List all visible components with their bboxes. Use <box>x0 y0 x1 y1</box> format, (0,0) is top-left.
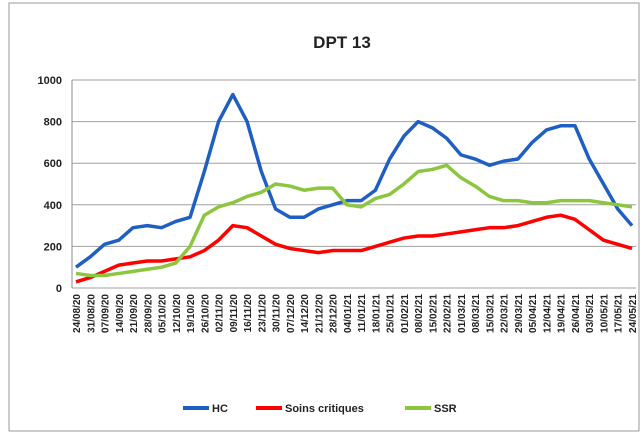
x-tick-label: 22/03/21 <box>500 294 511 333</box>
x-tick-label: 01/02/21 <box>400 294 411 333</box>
x-tick-label: 28/12/20 <box>329 294 340 333</box>
y-tick-label: 200 <box>44 241 62 253</box>
x-tick-label: 19/10/20 <box>186 294 197 333</box>
x-tick-label: 14/09/20 <box>115 294 126 333</box>
x-tick-label: 22/02/21 <box>443 294 454 333</box>
legend-label: HC <box>212 403 228 415</box>
x-tick-label: 15/03/21 <box>485 294 496 333</box>
x-tick-label: 08/02/21 <box>414 294 425 333</box>
series-line <box>75 163 633 278</box>
chart-title: DPT 13 <box>313 33 371 52</box>
x-tick-label: 26/04/21 <box>571 294 582 333</box>
x-tick-label: 09/11/20 <box>229 294 240 333</box>
x-tick-label: 24/08/20 <box>72 294 83 333</box>
x-tick-label: 11/01/21 <box>357 294 368 333</box>
x-tick-label: 16/11/20 <box>243 294 254 333</box>
x-tick-label: 12/10/20 <box>172 294 183 333</box>
x-tick-label: 23/11/20 <box>257 294 268 333</box>
chart-frame <box>8 2 640 432</box>
x-tick-label: 05/10/20 <box>158 294 169 333</box>
legend-label: Soins critiques <box>285 403 364 415</box>
x-tick-label: 24/05/21 <box>628 294 639 333</box>
x-tick-label: 21/12/20 <box>314 294 325 333</box>
y-tick-label: 400 <box>44 200 62 212</box>
series-line <box>74 92 634 269</box>
x-tick-label: 01/03/21 <box>457 294 468 333</box>
x-tick-label: 10/05/21 <box>599 294 610 333</box>
x-tick-label: 28/09/20 <box>143 294 154 333</box>
x-tick-label: 07/09/20 <box>101 294 112 333</box>
x-tick-label: 03/05/21 <box>585 294 596 333</box>
x-tick-label: 29/03/21 <box>514 294 525 333</box>
x-tick-label: 04/01/21 <box>343 294 354 333</box>
x-tick-label: 30/11/20 <box>272 294 283 333</box>
y-tick-label: 1000 <box>38 75 62 87</box>
x-tick-label: 15/02/21 <box>428 294 439 333</box>
legend-label: SSR <box>434 403 457 415</box>
x-tick-label: 19/04/21 <box>557 294 568 333</box>
x-tick-label: 18/01/21 <box>371 294 382 333</box>
y-tick-label: 600 <box>44 158 62 170</box>
x-tick-label: 31/08/20 <box>86 294 97 333</box>
x-tick-label: 21/09/20 <box>129 294 140 333</box>
x-tick-label: 05/04/21 <box>528 294 539 333</box>
x-tick-label: 08/03/21 <box>471 294 482 333</box>
x-tick-label: 12/04/21 <box>542 294 553 333</box>
series-line <box>75 213 633 284</box>
x-tick-label: 07/12/20 <box>286 294 297 333</box>
x-tick-label: 26/10/20 <box>200 294 211 333</box>
y-tick-label: 0 <box>56 283 62 295</box>
y-tick-label: 800 <box>44 117 62 129</box>
x-tick-label: 25/01/21 <box>386 294 397 333</box>
x-tick-label: 14/12/20 <box>300 294 311 333</box>
x-tick-label: 02/11/20 <box>215 294 226 333</box>
x-tick-label: 17/05/21 <box>614 294 625 333</box>
